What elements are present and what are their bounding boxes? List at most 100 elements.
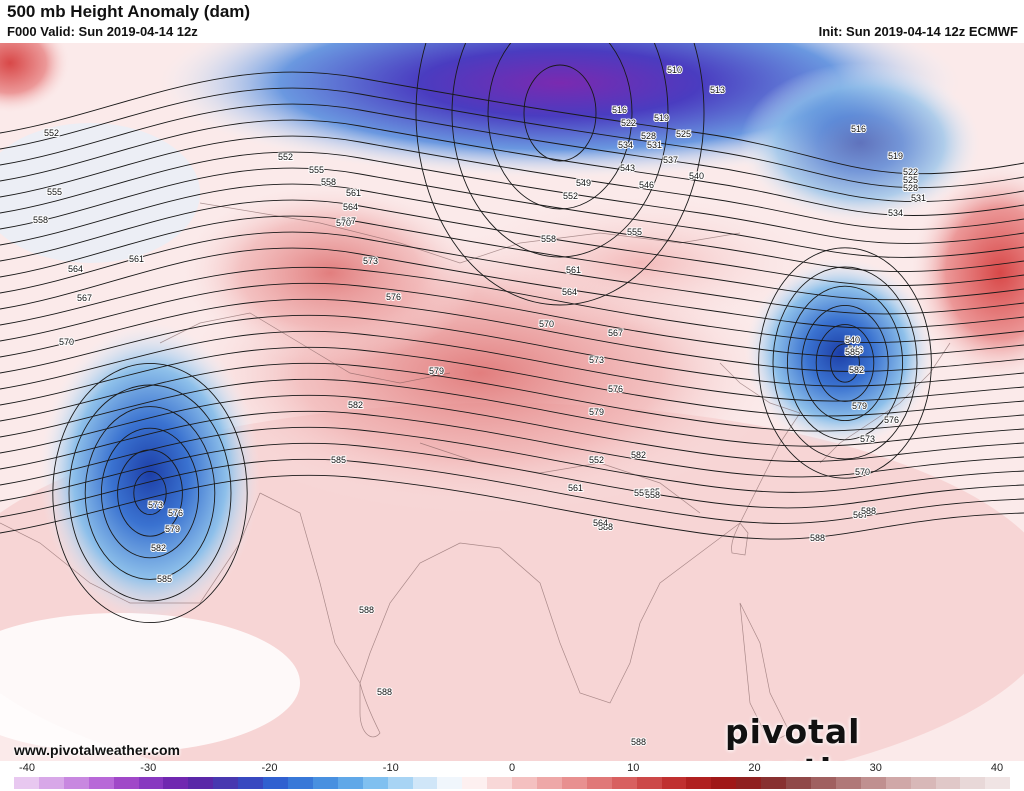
colorbar-swatch (835, 777, 861, 789)
contour-line (830, 343, 860, 383)
contour-label: 582 (849, 365, 864, 375)
contour-line (133, 470, 167, 516)
contour-label: 558 (33, 215, 48, 225)
contour-label: 558 (541, 234, 556, 244)
colorbar-swatch (736, 777, 762, 789)
colorbar-swatch (263, 777, 288, 789)
contour-label: 579 (852, 401, 867, 411)
contour-label: 579 (165, 524, 180, 534)
colorbar-tick-label: 40 (990, 762, 1004, 774)
contour-line (0, 71, 1024, 175)
map-area[interactable]: 510 513 516 519 522 525 528 531 534 537 540 543 546 5… (0, 43, 1024, 761)
contour-line (0, 394, 1024, 463)
colorbar-swatch (163, 777, 189, 789)
colorbar-swatch (487, 777, 513, 789)
contour-label: 564 (68, 264, 83, 274)
contour-labels: 5105135165195225255285315345375405435465… (32, 64, 927, 748)
colorbar-swatch (586, 777, 612, 789)
map-title: 500 mb Height Anomaly (dam) (7, 2, 251, 21)
contour-label: 522 (903, 167, 918, 177)
contour-line (0, 282, 1024, 358)
colorbar-swatch (611, 777, 637, 789)
contour-label: 546 (848, 345, 863, 355)
contour-label: 579 (589, 407, 604, 417)
contour-line (0, 266, 1024, 343)
colorbar-swatch (636, 777, 662, 789)
colorbar-swatch (337, 777, 363, 789)
colorbar-swatch (387, 777, 413, 789)
colorbar (14, 777, 1011, 789)
cold-anomaly-okhotsk (740, 63, 980, 223)
warm-anomaly-northeast (910, 163, 1024, 383)
contour-label: 522 (621, 118, 636, 128)
contour-label: 555 (47, 187, 62, 197)
contour-label: 585 (845, 347, 860, 357)
warm-anomaly-mongolia (460, 193, 820, 333)
contour-label: 576 (608, 384, 623, 394)
colorbar-tick-label: -40 (19, 762, 35, 774)
colorbar-tick-label: -20 (261, 762, 278, 774)
contour-label: 561 (568, 483, 583, 493)
contour-label: 534 (888, 208, 903, 218)
init-time: Init: Sun 2019-04-14 12z ECMWF (818, 24, 1018, 39)
contour-line (0, 183, 1024, 272)
contour-label: 525 (903, 175, 918, 185)
contour-line (0, 151, 1024, 244)
colorbar-swatch (661, 777, 687, 789)
colorbar-swatch (312, 777, 338, 789)
contour-label: 576 (168, 508, 183, 518)
contour-label: 576 (884, 415, 899, 425)
contour-line (815, 324, 875, 402)
colorbar-swatch (213, 777, 239, 789)
colorbar-swatch (113, 777, 139, 789)
contour-label: 588 (359, 605, 374, 615)
contour-line (0, 410, 1024, 478)
colorbar-swatch (238, 777, 264, 789)
colorbar-swatch (960, 777, 986, 789)
contour-label: 567 (341, 216, 356, 226)
contour-label: 528 (641, 131, 656, 141)
website-label[interactable]: www.pivotalweather.com (14, 742, 180, 758)
contour-label: 516 (612, 105, 627, 115)
colorbar-tick-label: 30 (869, 762, 882, 774)
colorbar-swatch (811, 777, 836, 789)
contour-label: 564 (343, 202, 358, 212)
colorbar-tick-label: -10 (382, 762, 399, 774)
contour-label: 555 (627, 227, 642, 237)
contour-label: 585 (157, 574, 172, 584)
contour-line (758, 247, 932, 479)
colorbar-swatch (761, 777, 787, 789)
contour-label: 588 (377, 687, 392, 697)
colorbar-swatch (362, 777, 388, 789)
contour-label: 570 (855, 467, 870, 477)
contour-label: 588 (810, 533, 825, 543)
contour-label: 540 (689, 171, 704, 181)
contour-label: 585 (331, 455, 346, 465)
cold-anomaly-iran (40, 323, 260, 623)
colorbar-swatch (437, 777, 463, 789)
contour-line (0, 215, 1024, 301)
contour-line (772, 266, 918, 460)
contour-label: 525 (676, 129, 691, 139)
contour-line (0, 119, 1024, 216)
colorbar-swatch (985, 777, 1011, 789)
colorbar-swatch (885, 777, 911, 789)
neutral-zone-arabian-sea (0, 613, 300, 753)
colorbar-swatch (138, 777, 164, 789)
contour-line (451, 43, 669, 258)
contour-label: 567 (77, 293, 92, 303)
contour-label: 582 (151, 543, 166, 553)
contour-label: 513 (710, 85, 725, 95)
contour-line (0, 298, 1024, 372)
anomaly-map[interactable]: 5105135165195225255285315345375405435465… (0, 43, 1024, 761)
colorbar-tick-label: 10 (627, 762, 640, 774)
contour-line (0, 247, 1024, 329)
contour-label: 555 (309, 165, 324, 175)
contour-line (786, 285, 904, 441)
contour-label: 561 (129, 254, 144, 264)
contour-label: 570 (59, 337, 74, 347)
contour-line (0, 426, 1024, 493)
warm-anomaly-corner (0, 43, 70, 113)
contour-label: 582 (631, 450, 646, 460)
contour-label: 549 (576, 178, 591, 188)
